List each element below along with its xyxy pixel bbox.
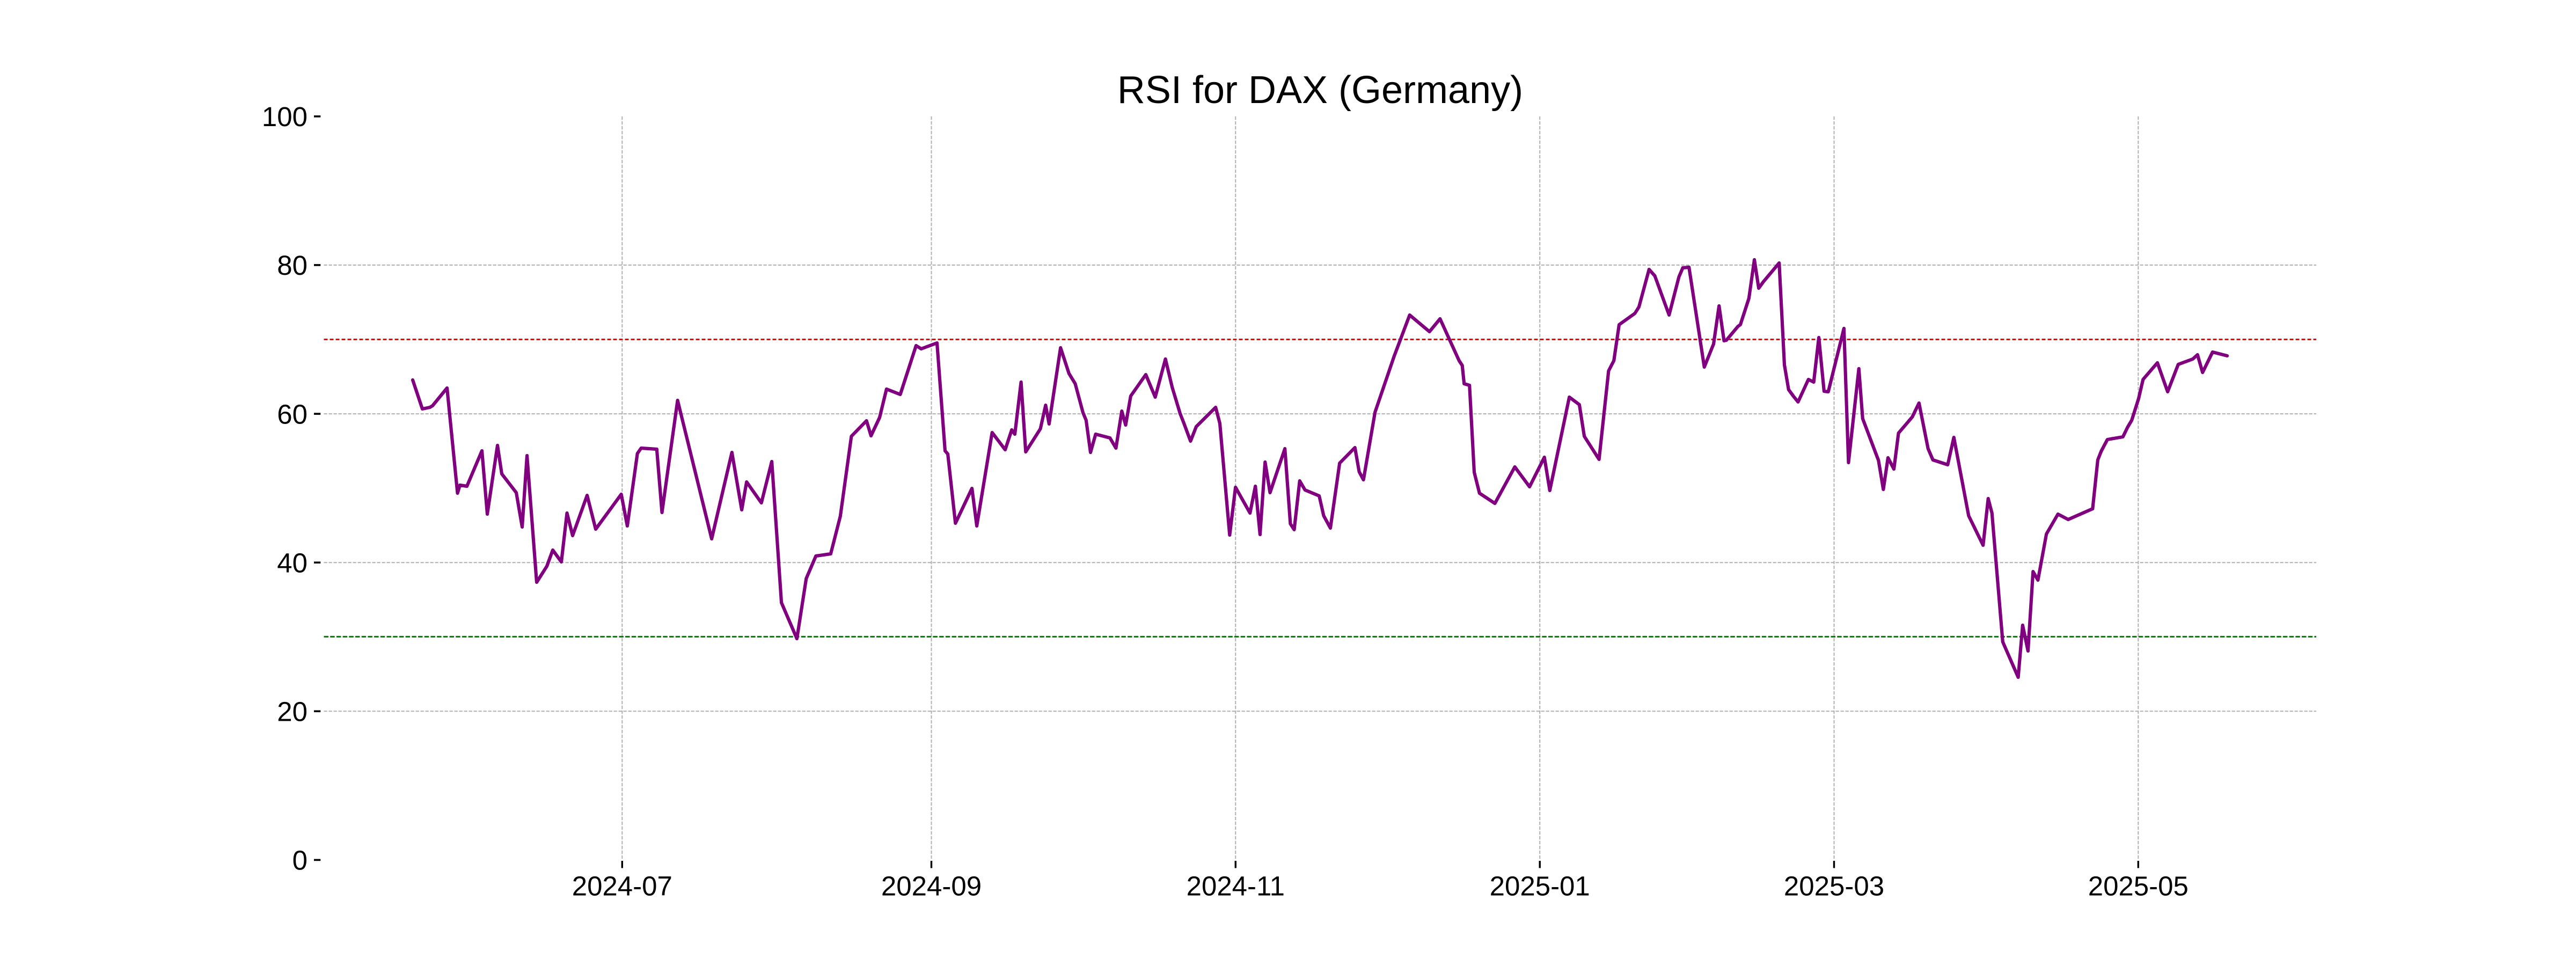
svg-text:100: 100 [262,101,308,132]
svg-text:0: 0 [292,845,308,876]
svg-text:20: 20 [277,697,308,727]
svg-text:RSI for DAX (Germany): RSI for DAX (Germany) [1117,69,1523,112]
svg-text:2025-03: 2025-03 [1784,870,1884,901]
svg-text:2025-01: 2025-01 [1490,870,1590,901]
svg-text:2025-05: 2025-05 [2088,870,2189,901]
svg-text:40: 40 [277,547,308,578]
svg-text:2024-11: 2024-11 [1187,870,1285,901]
svg-text:60: 60 [277,399,308,429]
svg-text:2024-07: 2024-07 [572,870,672,901]
svg-text:2024-09: 2024-09 [881,870,982,901]
svg-text:80: 80 [277,250,308,281]
